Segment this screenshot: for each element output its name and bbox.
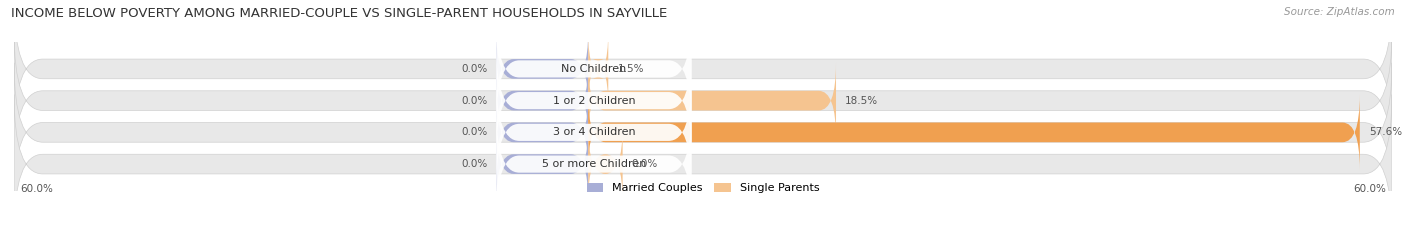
Text: 60.0%: 60.0% — [20, 184, 52, 194]
Text: 0.0%: 0.0% — [461, 96, 486, 106]
Text: Source: ZipAtlas.com: Source: ZipAtlas.com — [1284, 7, 1395, 17]
FancyBboxPatch shape — [496, 109, 692, 219]
Text: 1 or 2 Children: 1 or 2 Children — [553, 96, 636, 106]
Legend: Married Couples, Single Parents: Married Couples, Single Parents — [582, 178, 824, 197]
Text: 0.0%: 0.0% — [461, 64, 486, 74]
Text: 0.0%: 0.0% — [631, 159, 658, 169]
FancyBboxPatch shape — [14, 0, 1392, 138]
Text: 5 or more Children: 5 or more Children — [541, 159, 647, 169]
FancyBboxPatch shape — [588, 31, 609, 107]
Text: 0.0%: 0.0% — [461, 159, 486, 169]
FancyBboxPatch shape — [496, 95, 588, 170]
Text: 1.5%: 1.5% — [617, 64, 644, 74]
FancyBboxPatch shape — [496, 126, 588, 202]
FancyBboxPatch shape — [14, 95, 1392, 233]
FancyBboxPatch shape — [496, 14, 692, 124]
FancyBboxPatch shape — [588, 126, 623, 202]
Text: INCOME BELOW POVERTY AMONG MARRIED-COUPLE VS SINGLE-PARENT HOUSEHOLDS IN SAYVILL: INCOME BELOW POVERTY AMONG MARRIED-COUPL… — [11, 7, 668, 20]
FancyBboxPatch shape — [496, 63, 588, 138]
Text: 3 or 4 Children: 3 or 4 Children — [553, 127, 636, 137]
FancyBboxPatch shape — [14, 63, 1392, 202]
FancyBboxPatch shape — [14, 31, 1392, 170]
Text: 57.6%: 57.6% — [1369, 127, 1402, 137]
FancyBboxPatch shape — [496, 78, 692, 187]
Text: 60.0%: 60.0% — [1354, 184, 1386, 194]
FancyBboxPatch shape — [496, 31, 588, 107]
FancyBboxPatch shape — [588, 63, 837, 138]
Text: No Children: No Children — [561, 64, 627, 74]
FancyBboxPatch shape — [496, 46, 692, 155]
Text: 0.0%: 0.0% — [461, 127, 486, 137]
FancyBboxPatch shape — [588, 95, 1360, 170]
Text: 18.5%: 18.5% — [845, 96, 879, 106]
